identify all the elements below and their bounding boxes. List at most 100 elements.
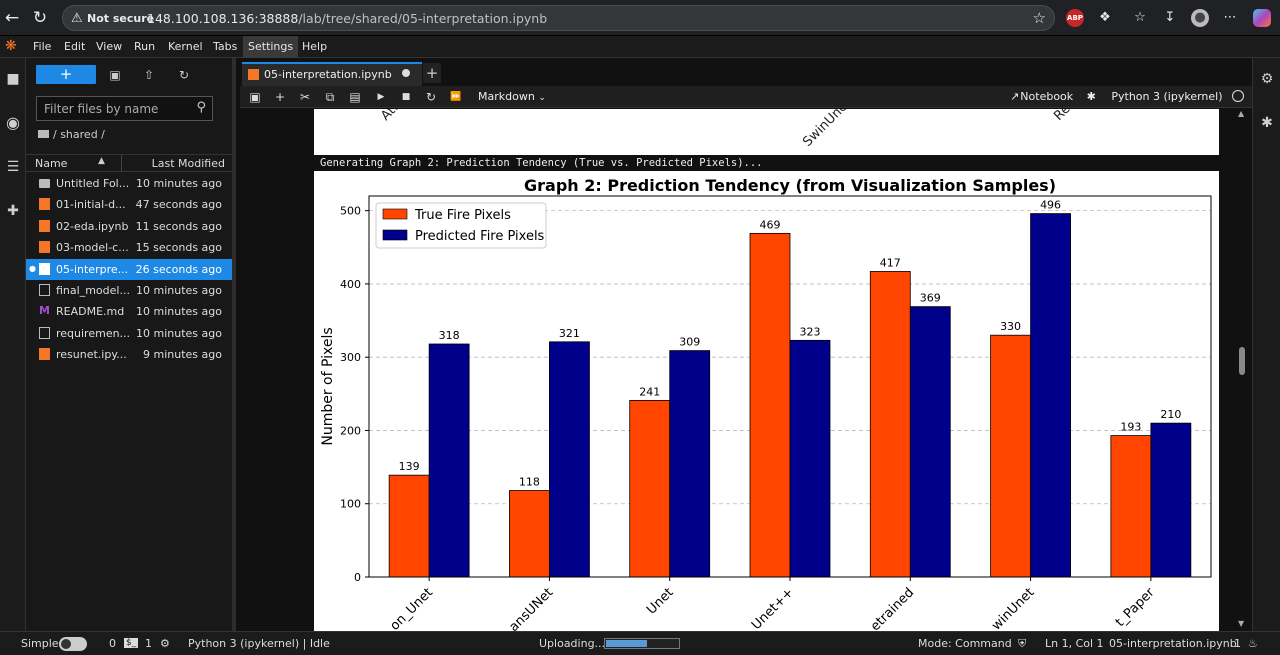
menu-file[interactable]: File — [33, 40, 52, 53]
extensions-icon[interactable]: ❖ — [1099, 10, 1111, 25]
add-tab-button[interactable]: + — [423, 63, 441, 83]
running-icon[interactable]: ◉ — [6, 113, 20, 132]
kernel-gear-icon: ⚙ — [160, 637, 170, 650]
breadcrumb[interactable]: / shared / — [38, 128, 105, 141]
insert-cell-icon[interactable]: + — [274, 90, 286, 104]
downloads-icon[interactable]: ↧ — [1164, 10, 1176, 25]
file-row[interactable]: 01-initial-d... 47 seconds ago — [26, 194, 232, 215]
bar — [869, 271, 911, 578]
new-launcher-button[interactable]: + — [36, 65, 96, 84]
x-tick-label: ansUNet — [507, 585, 557, 631]
scroll-up-icon[interactable]: ▲ — [1238, 109, 1245, 118]
save-icon[interactable]: ▣ — [249, 90, 261, 104]
cut-icon[interactable]: ✂ — [299, 90, 311, 104]
reload-icon[interactable]: ↻ — [32, 8, 48, 28]
uploading-label: Uploading... — [539, 637, 606, 650]
menu-settings[interactable]: Settings — [243, 36, 299, 58]
upload-icon[interactable]: ⇧ — [143, 68, 155, 82]
back-icon[interactable]: ← — [4, 8, 20, 28]
bar-value-label: 323 — [800, 325, 821, 338]
upload-progress-bar — [604, 638, 680, 649]
shield-icon[interactable]: ⛨ — [1018, 637, 1027, 650]
menu-kernel[interactable]: Kernel — [168, 40, 203, 53]
kernels-count[interactable]: 1 — [145, 637, 152, 650]
terminal-icon: $_ — [124, 638, 139, 648]
debugger-icon[interactable]: ✱ — [1261, 115, 1273, 131]
copilot-icon[interactable] — [1253, 9, 1271, 27]
notebook-label[interactable]: Notebook — [1020, 90, 1074, 103]
menu-tabs[interactable]: Tabs — [213, 40, 238, 53]
bell-icon[interactable]: ♨ — [1248, 637, 1258, 650]
unsaved-dot-icon[interactable] — [402, 69, 410, 77]
debug-icon[interactable]: ✱ — [1086, 90, 1096, 103]
file-row[interactable]: resunet.ipy... 9 minutes ago — [26, 344, 232, 365]
status-bar: Simple 0 $_ 1 ⚙ Python 3 (ipykernel) | I… — [0, 631, 1280, 655]
y-tick-label: 100 — [340, 498, 361, 511]
folder-icon[interactable]: ■ — [6, 71, 20, 87]
notification-count[interactable]: 1 — [1234, 637, 1241, 650]
profile-avatar[interactable]: ● — [1191, 9, 1209, 27]
legend-label: True Fire Pixels — [414, 208, 511, 223]
fast-forward-icon[interactable]: ⏩ — [450, 92, 462, 102]
file-name: requiremen... — [56, 326, 131, 340]
previous-chart-fragment: Att SwinUne Re — [314, 109, 1219, 155]
restart-icon[interactable]: ↻ — [425, 90, 437, 104]
menu-help[interactable]: Help — [302, 40, 328, 53]
file-modified: 10 minutes ago — [136, 326, 222, 340]
file-row[interactable]: requiremen... 10 minutes ago — [26, 323, 232, 344]
copy-icon[interactable]: ⧉ — [325, 90, 335, 104]
chevron-down-icon: ⌄ — [538, 93, 546, 103]
tab-notebook[interactable]: 05-interpretation.ipynb — [242, 62, 422, 86]
paste-icon[interactable]: ▤ — [349, 90, 361, 104]
file-name: resunet.ipy... — [56, 348, 127, 362]
file-row[interactable]: 02-eda.ipynb 11 seconds ago — [26, 216, 232, 237]
extension-manager-icon[interactable]: ✚ — [7, 203, 19, 219]
toc-icon[interactable]: ☰ — [6, 159, 20, 175]
column-last-modified[interactable]: Last Modified — [151, 157, 225, 170]
column-name[interactable]: Name — [35, 157, 68, 170]
new-folder-icon[interactable]: ▣ — [109, 68, 121, 82]
property-inspector-icon[interactable]: ⚙ — [1260, 71, 1274, 87]
file-filter-input[interactable]: Filter files by name ⚲ — [36, 96, 213, 121]
adblock-icon[interactable]: ABP — [1066, 9, 1084, 27]
open-notebook-icon[interactable]: ↗ — [1010, 90, 1020, 103]
file-row[interactable]: ● 05-interpre... 26 seconds ago — [26, 258, 232, 280]
x-tick-label: winUnet — [989, 585, 1037, 631]
file-row[interactable]: final_model... 10 minutes ago — [26, 280, 232, 301]
kernel-name[interactable]: Python 3 (ipykernel) — [1111, 90, 1223, 103]
kernel-status[interactable]: Python 3 (ipykernel) | Idle — [188, 637, 330, 650]
file-icon — [39, 326, 50, 339]
menu-view[interactable]: View — [96, 40, 123, 53]
x-tick-label: Unet++ — [749, 585, 797, 631]
file-row[interactable]: 03-model-c... 15 seconds ago — [26, 237, 232, 258]
stop-icon[interactable]: ■ — [401, 92, 411, 102]
file-row[interactable]: M README.md 10 minutes ago — [26, 301, 232, 322]
menu-run[interactable]: Run — [134, 40, 156, 53]
file-name: 02-eda.ipynb — [56, 219, 129, 233]
vertical-scrollbar[interactable]: ▲ ▼ — [1236, 109, 1248, 631]
bar-value-label: 318 — [439, 329, 460, 342]
scroll-down-icon[interactable]: ▼ — [1238, 619, 1245, 628]
file-modified: 47 seconds ago — [135, 198, 222, 212]
cell-type-select[interactable]: Markdown ⌄ — [478, 90, 546, 103]
bookmark-star-icon[interactable]: ☆ — [1032, 9, 1046, 27]
file-row[interactable]: Untitled Fol... 10 minutes ago — [26, 173, 232, 194]
scroll-thumb[interactable] — [1239, 347, 1245, 375]
bar-value-label: 496 — [1040, 199, 1061, 212]
tab-bar: 05-interpretation.ipynb + — [240, 62, 1252, 86]
menu-edit[interactable]: Edit — [64, 40, 86, 53]
legend-box — [375, 202, 547, 249]
favorites-icon[interactable]: ☆ — [1134, 10, 1146, 25]
run-icon[interactable]: ▶ — [377, 92, 385, 102]
refresh-icon[interactable]: ↻ — [178, 68, 190, 82]
prev-tick-2: SwinUne — [800, 109, 851, 150]
simple-mode-toggle[interactable] — [59, 637, 87, 651]
sort-asc-icon: ▲ — [98, 156, 105, 166]
more-menu-icon[interactable]: ⋯ — [1223, 10, 1237, 25]
file-modified: 15 seconds ago — [135, 241, 222, 255]
bar — [749, 232, 791, 578]
cursor-position[interactable]: Ln 1, Col 1 — [1045, 637, 1104, 650]
address-bar[interactable]: ⚠ Not secure 148.100.108.136:38888/lab/t… — [62, 5, 1055, 31]
terminals-count[interactable]: 0 — [109, 637, 116, 650]
bar — [669, 350, 711, 578]
